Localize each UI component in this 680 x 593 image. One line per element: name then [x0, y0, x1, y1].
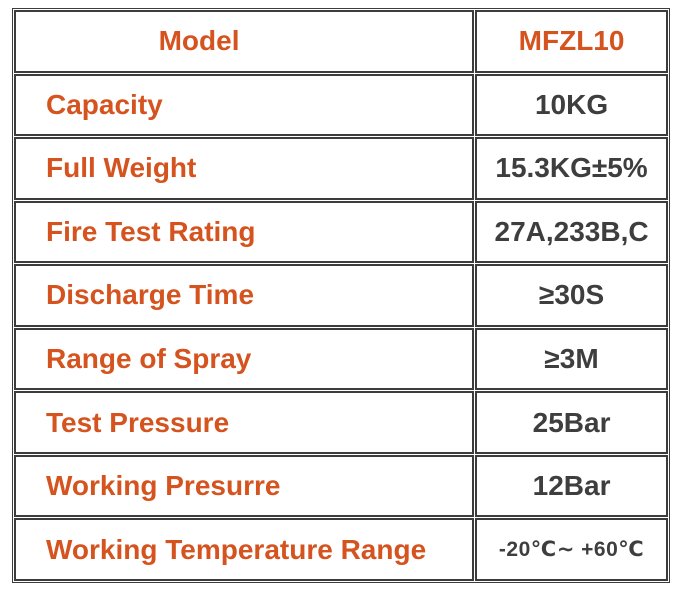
spec-sheet-page: Model MFZL10 Capacity 10KG Full Weight 1…	[12, 8, 670, 583]
spec-value: 15.3KG±5%	[475, 137, 668, 200]
table-row: Test Pressure 25Bar	[14, 391, 668, 454]
spec-label: Working Temperature Range	[14, 518, 475, 581]
spec-table: Model MFZL10 Capacity 10KG Full Weight 1…	[12, 8, 670, 583]
table-row: Working Temperature Range -20℃∼ +60℃	[14, 518, 668, 581]
spec-label: Fire Test Rating	[14, 200, 475, 264]
spec-label: Discharge Time	[14, 264, 475, 327]
table-row: Model MFZL10	[14, 10, 668, 73]
table-row: Capacity 10KG	[14, 73, 668, 137]
spec-value: ≥30S	[475, 264, 668, 327]
spec-label: Test Pressure	[14, 391, 475, 454]
spec-value: MFZL10	[475, 10, 668, 73]
spec-label: Working Presurre	[14, 454, 475, 518]
spec-value: 27A,233B,C	[475, 200, 668, 264]
spec-value: 10KG	[475, 73, 668, 137]
table-row: Full Weight 15.3KG±5%	[14, 137, 668, 200]
table-row: Working Presurre 12Bar	[14, 454, 668, 518]
table-row: Discharge Time ≥30S	[14, 264, 668, 327]
spec-label: Capacity	[14, 73, 475, 137]
spec-label: Range of Spray	[14, 327, 475, 391]
spec-label: Full Weight	[14, 137, 475, 200]
spec-table-body: Model MFZL10 Capacity 10KG Full Weight 1…	[14, 10, 668, 581]
table-row: Range of Spray ≥3M	[14, 327, 668, 391]
spec-value: 12Bar	[475, 454, 668, 518]
spec-label: Model	[14, 10, 475, 73]
spec-value: -20℃∼ +60℃	[475, 518, 668, 581]
table-row: Fire Test Rating 27A,233B,C	[14, 200, 668, 264]
spec-value: ≥3M	[475, 327, 668, 391]
spec-value: 25Bar	[475, 391, 668, 454]
